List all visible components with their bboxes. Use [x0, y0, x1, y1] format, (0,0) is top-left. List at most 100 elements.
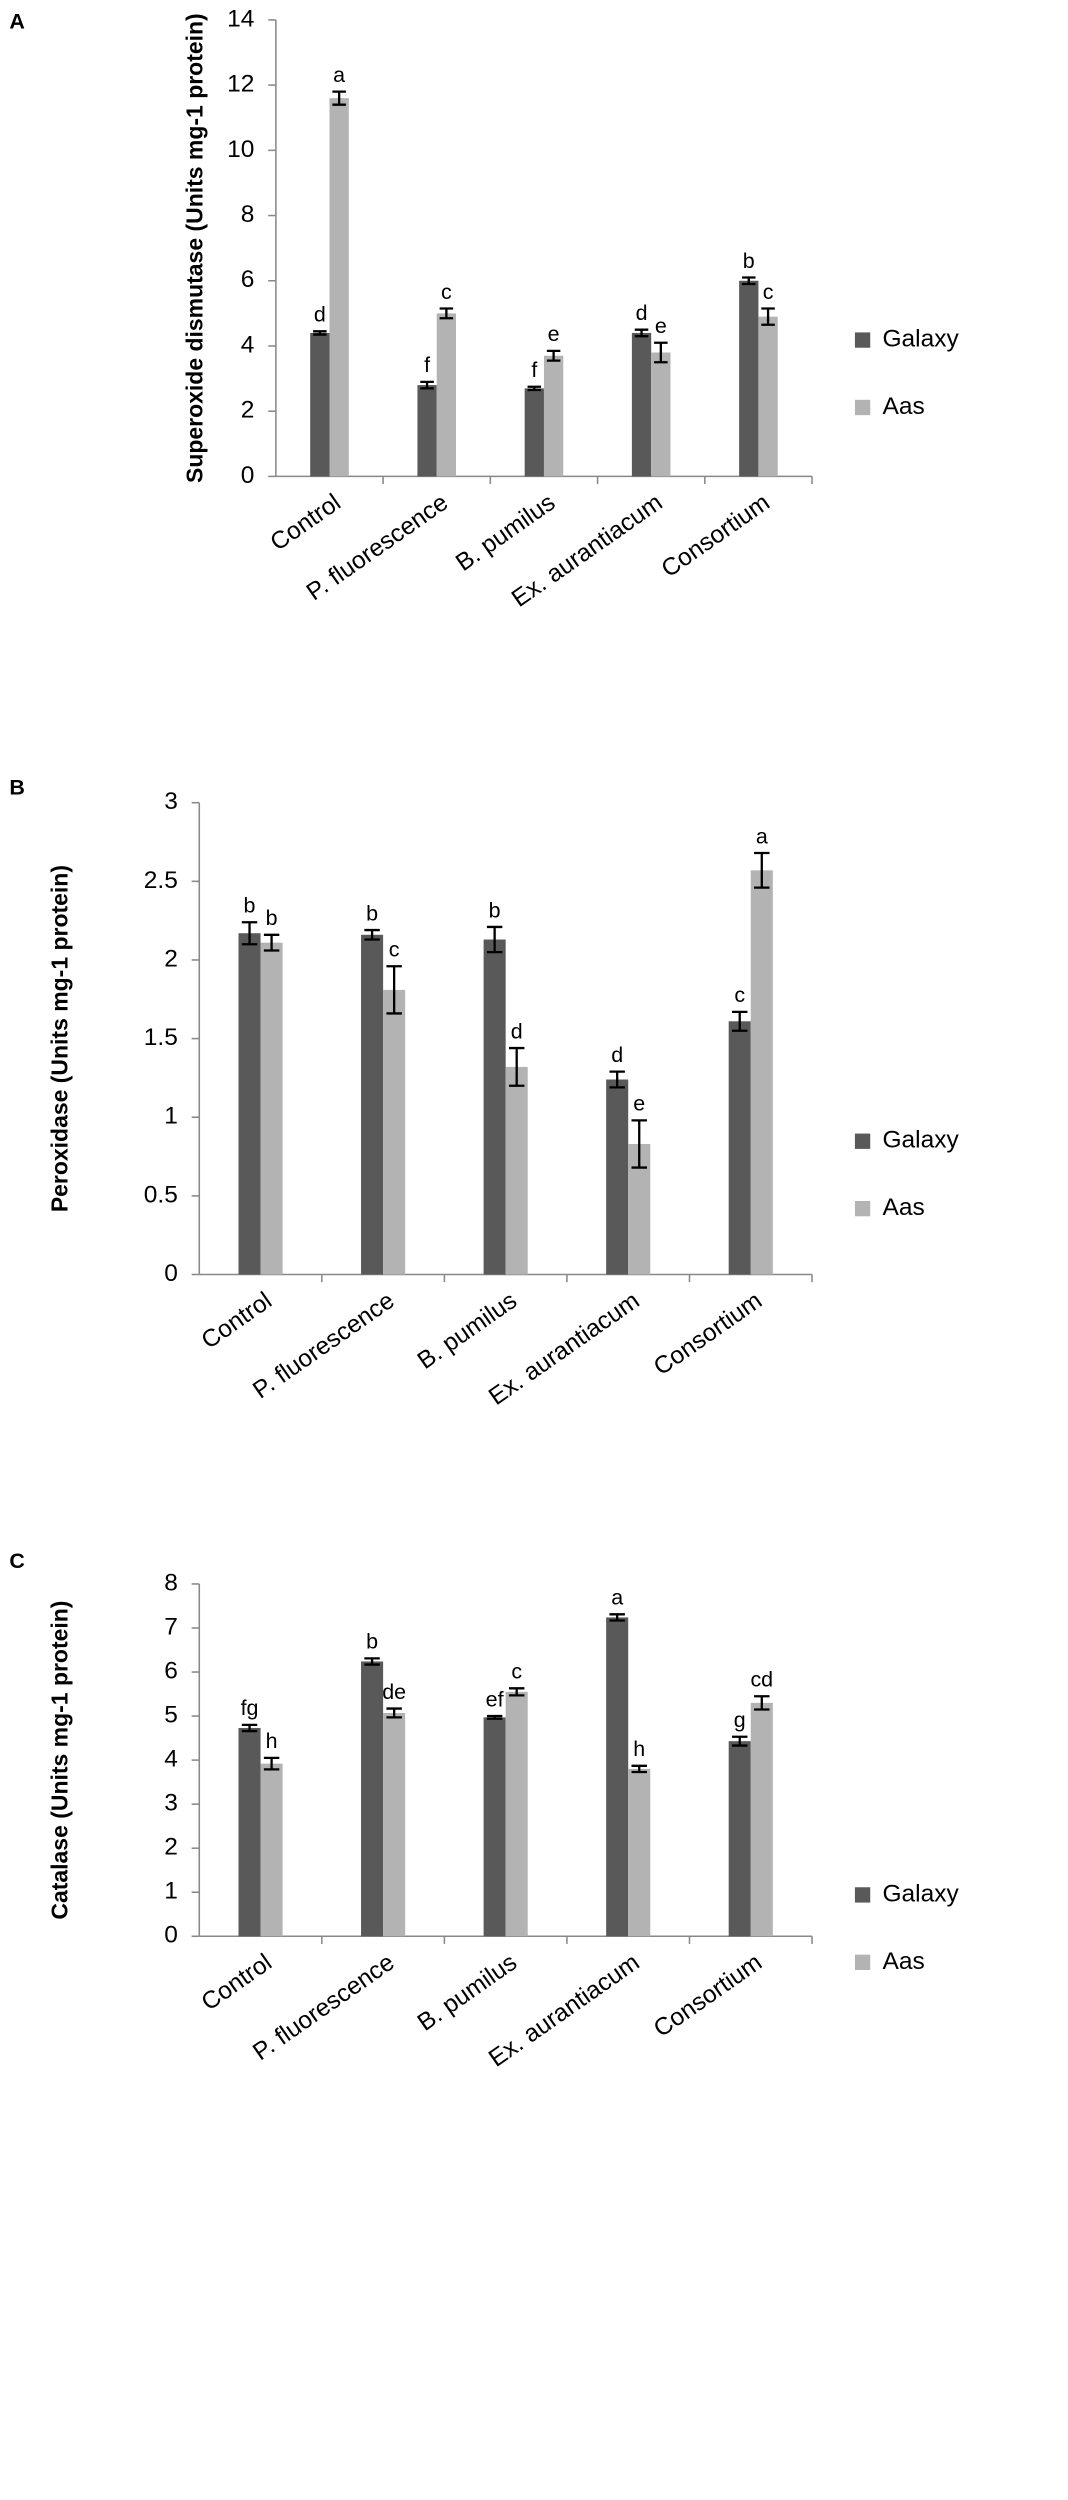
significance-letter: cd — [750, 1668, 773, 1692]
significance-letter: e — [548, 322, 560, 346]
bar — [728, 1021, 751, 1275]
error-bar — [609, 1613, 625, 1622]
significance-letter: b — [266, 906, 278, 930]
error-bar — [732, 1010, 748, 1032]
bar — [543, 355, 564, 477]
y-tick-label: 7 — [164, 1613, 178, 1640]
x-tick-label: B. pumilus — [413, 1287, 522, 1375]
error-bar — [364, 928, 380, 941]
significance-letter: f — [531, 358, 537, 382]
x-tick-label: Control — [197, 1949, 277, 2016]
bar — [606, 1079, 629, 1275]
error-bar — [508, 1046, 525, 1087]
significance-letter: b — [366, 1630, 378, 1654]
error-bar — [754, 1695, 770, 1711]
significance-letter: a — [333, 63, 345, 87]
y-tick-label: 14 — [227, 5, 254, 32]
legend-label: Aas — [882, 1948, 924, 1975]
x-tick-label: B. pumilus — [413, 1949, 522, 2037]
significance-letter: c — [511, 1660, 522, 1684]
error-bar — [241, 921, 258, 946]
bar — [606, 1617, 629, 1937]
bar — [758, 316, 778, 477]
legend-swatch — [854, 1954, 871, 1970]
bar — [750, 1702, 773, 1937]
error-bar — [546, 349, 561, 362]
error-bar — [439, 307, 454, 320]
legend-swatch — [854, 1887, 871, 1903]
bar — [631, 332, 652, 477]
y-tick-label: 12 — [227, 71, 254, 98]
bar — [728, 1741, 751, 1937]
bar — [238, 1727, 261, 1937]
bar — [436, 313, 457, 477]
bar — [505, 1691, 528, 1937]
bar — [739, 280, 759, 477]
bar — [310, 332, 330, 477]
error-bar — [386, 965, 402, 1015]
error-bar — [263, 1756, 280, 1771]
significance-letter: f — [424, 353, 430, 377]
error-bar — [486, 925, 503, 954]
bar — [260, 942, 283, 1275]
y-tick-label: 10 — [227, 136, 254, 163]
significance-letter: b — [366, 901, 378, 925]
error-bar — [631, 1764, 647, 1774]
panel-label: B — [9, 776, 24, 800]
error-bar — [313, 330, 327, 336]
error-bar — [241, 1723, 258, 1733]
significance-letter: d — [636, 301, 648, 325]
bar — [238, 933, 261, 1275]
y-tick-label: 4 — [164, 1746, 178, 1773]
x-tick-label: Control — [197, 1287, 277, 1354]
error-bar — [527, 385, 542, 392]
legend-label: Galaxy — [882, 1127, 959, 1154]
error-bar — [609, 1070, 625, 1089]
error-bar — [364, 1657, 380, 1666]
error-bar — [386, 1707, 402, 1719]
significance-letter: e — [633, 1092, 645, 1116]
bar — [483, 1717, 506, 1937]
significance-letter: c — [734, 983, 745, 1007]
y-tick-label: 0 — [164, 1922, 178, 1949]
legend-swatch — [854, 332, 871, 348]
significance-letter: a — [611, 1586, 623, 1610]
error-bar — [654, 341, 668, 364]
bar — [628, 1768, 651, 1937]
y-axis-label: Superoxide dismutase (Units mg-1 protein… — [181, 13, 207, 483]
significance-letter: c — [763, 280, 774, 304]
error-bar — [486, 1714, 503, 1720]
x-tick-label: Consortium — [649, 1287, 767, 1381]
significance-letter: b — [743, 249, 755, 273]
y-tick-label: 6 — [164, 1657, 178, 1684]
y-tick-label: 8 — [164, 1569, 178, 1596]
error-bar — [420, 380, 434, 390]
bar — [260, 1763, 283, 1937]
x-tick-label: Control — [266, 489, 346, 556]
bar — [329, 98, 349, 477]
bar — [383, 989, 406, 1275]
significance-letter: b — [489, 898, 501, 922]
significance-letter: a — [756, 824, 768, 848]
x-tick-label: Consortium — [657, 489, 775, 583]
significance-letter: d — [511, 1019, 523, 1043]
bar — [483, 939, 506, 1275]
bar — [524, 388, 544, 477]
error-bar — [732, 1735, 748, 1747]
y-tick-label: 2 — [164, 945, 178, 972]
y-tick-label: 2 — [241, 397, 255, 424]
y-tick-label: 6 — [241, 266, 255, 293]
bar — [750, 870, 773, 1275]
legend-swatch — [854, 1200, 871, 1217]
significance-letter: g — [734, 1708, 746, 1732]
legend-swatch — [854, 1133, 871, 1149]
y-tick-label: 2.5 — [144, 867, 178, 894]
significance-letter: c — [389, 938, 400, 962]
y-tick-label: 5 — [164, 1702, 178, 1729]
y-tick-label: 3 — [164, 1790, 178, 1817]
y-axis-label: Peroxidase (Units mg-1 protein) — [46, 865, 72, 1212]
error-bar — [634, 328, 649, 338]
legend-label: Aas — [882, 1194, 924, 1221]
y-tick-label: 3 — [164, 788, 178, 815]
